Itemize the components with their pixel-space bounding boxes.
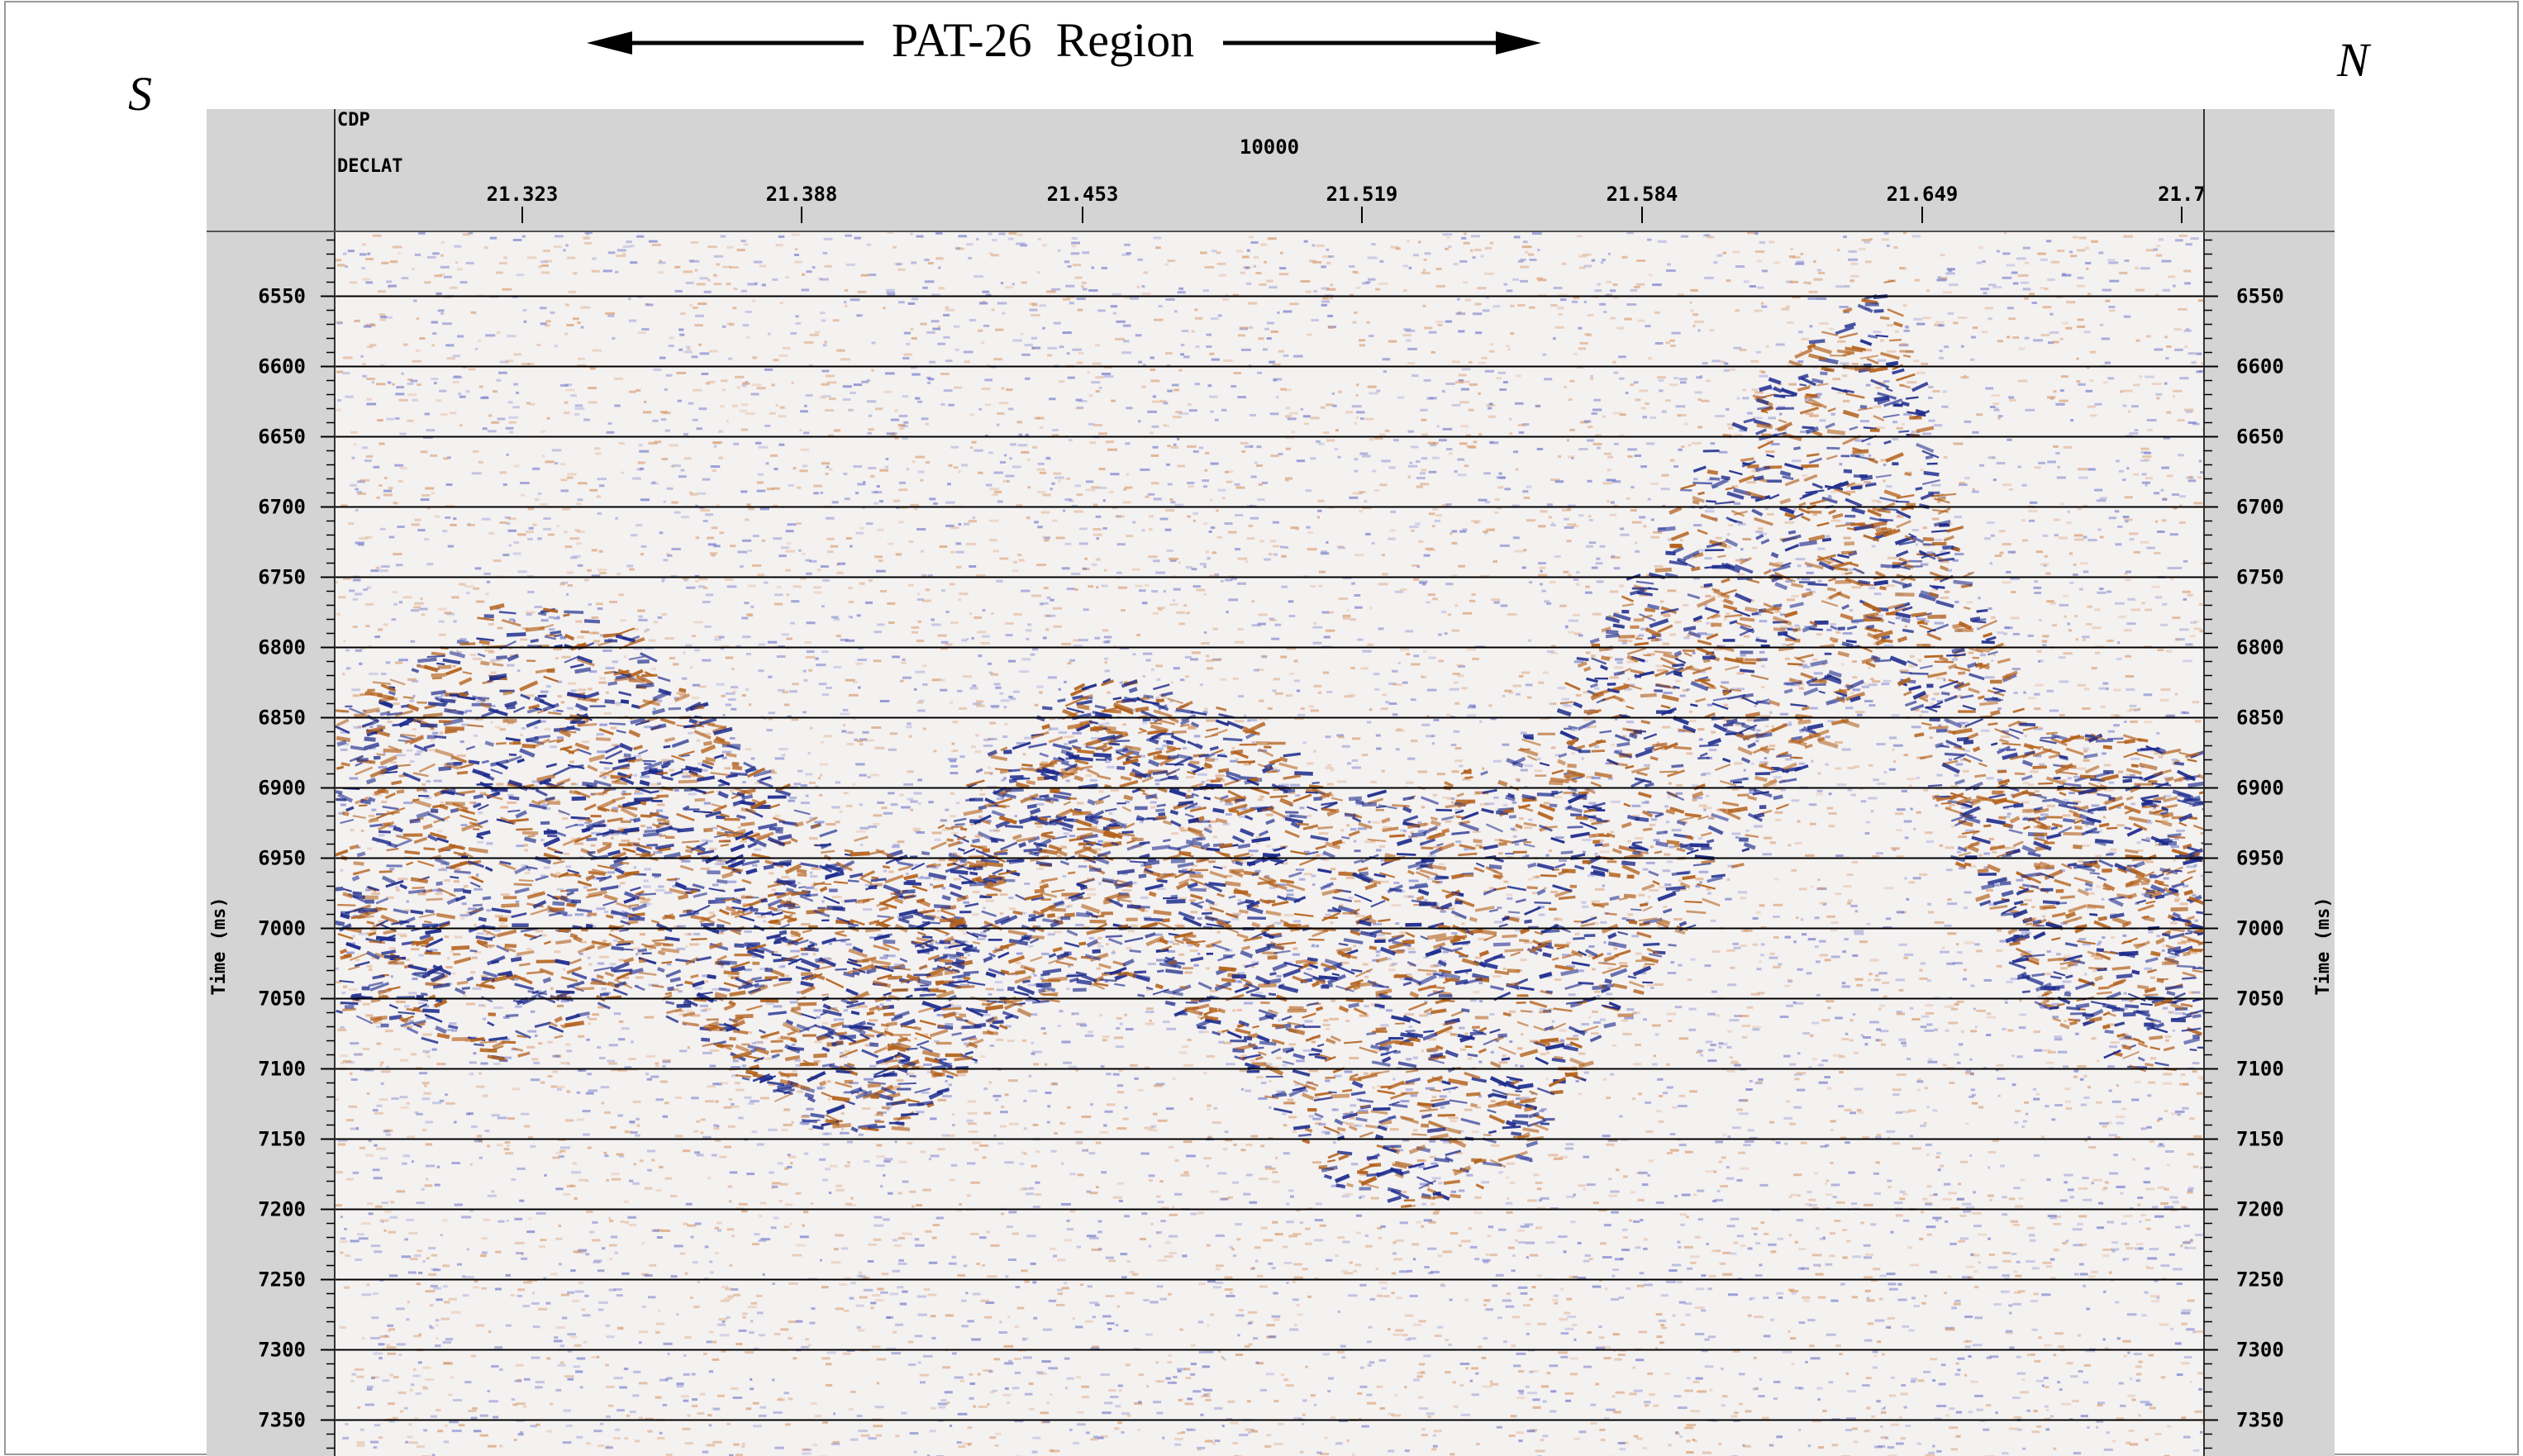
declat-tick-label: 21.453 xyxy=(1047,183,1119,206)
right-tick-label: 7200 xyxy=(2236,1198,2284,1221)
right-tick-label: 6850 xyxy=(2236,707,2284,730)
declat-tick-label: 21.7 xyxy=(2158,183,2206,206)
seismic-background xyxy=(335,231,2204,1456)
cdp-label: CDP xyxy=(337,110,370,131)
left-tick-label: 6900 xyxy=(258,777,306,800)
left-tick-label: 6850 xyxy=(258,707,306,730)
north-label: N xyxy=(2336,33,2372,87)
cdp-value: 10000 xyxy=(1240,136,1299,159)
declat-label: DECLAT xyxy=(337,156,402,177)
right-tick-label: 6950 xyxy=(2236,847,2284,870)
right-tick-label: 6600 xyxy=(2236,355,2284,378)
left-time-axis: 6550 6600 6650 6700 6750 6800 6850 6900 6950 7000… xyxy=(258,239,335,1449)
left-tick-label: 6800 xyxy=(258,636,306,659)
right-time-axis: 6550 6600 6650 6700 6750 6800 6850 6900 6950 7000… xyxy=(2204,239,2284,1449)
region-arrow-right-head xyxy=(1496,31,1541,55)
declat-tick-label: 21.584 xyxy=(1607,183,1678,206)
left-axis-panel xyxy=(207,231,335,1456)
left-tick-label: 7000 xyxy=(258,917,306,940)
left-tick-label: 6700 xyxy=(258,496,306,519)
declat-tick-label: 21.388 xyxy=(766,183,838,206)
left-tick-label: 7300 xyxy=(258,1339,306,1362)
south-label: S xyxy=(128,67,152,121)
right-tick-label: 6800 xyxy=(2236,636,2284,659)
right-tick-label: 6900 xyxy=(2236,777,2284,800)
left-tick-label: 7200 xyxy=(258,1198,306,1221)
declat-tick-label: 21.519 xyxy=(1326,183,1398,206)
left-tick-label: 6750 xyxy=(258,566,306,589)
left-tick-label: 7250 xyxy=(258,1268,306,1292)
right-tick-label: 7050 xyxy=(2236,987,2284,1011)
right-tick-label: 7250 xyxy=(2236,1268,2284,1292)
right-tick-label: 7000 xyxy=(2236,917,2284,940)
seismic-reflection-events xyxy=(335,279,2204,1208)
region-arrow-left-head xyxy=(587,31,632,55)
header-panel-left xyxy=(207,109,335,231)
region-label: PAT-26 Region xyxy=(892,13,1194,67)
declat-tick-label: 21.323 xyxy=(487,183,559,206)
right-tick-label: 7300 xyxy=(2236,1339,2284,1362)
declat-tick-label: 21.649 xyxy=(1887,183,1959,206)
left-tick-label: 7350 xyxy=(258,1409,306,1432)
left-tick-label: 6550 xyxy=(258,285,306,308)
time-lines xyxy=(335,295,2204,1421)
right-tick-label: 6550 xyxy=(2236,285,2284,308)
right-axis-title: Time (ms) xyxy=(2313,897,2334,995)
right-tick-label: 6750 xyxy=(2236,566,2284,589)
right-tick-label: 6700 xyxy=(2236,496,2284,519)
left-axis-title: Time (ms) xyxy=(209,897,230,995)
left-tick-label: 7150 xyxy=(258,1128,306,1151)
right-axis-panel xyxy=(2204,231,2335,1456)
header-panel-right xyxy=(2204,109,2335,231)
left-tick-label: 7100 xyxy=(258,1058,306,1081)
right-tick-label: 7350 xyxy=(2236,1409,2284,1432)
right-tick-label: 7150 xyxy=(2236,1128,2284,1151)
declat-tick-labels: 21.323 21.388 21.453 21.519 21.584 21.649 21.7 xyxy=(487,183,2206,223)
right-tick-label: 7100 xyxy=(2236,1058,2284,1081)
region-arrow: PAT-26 Region xyxy=(587,13,1541,67)
header-panel xyxy=(335,109,2204,231)
left-tick-label: 7050 xyxy=(258,987,306,1011)
left-tick-label: 6950 xyxy=(258,847,306,870)
left-tick-label: 6600 xyxy=(258,355,306,378)
left-tick-label: 6650 xyxy=(258,426,306,449)
right-tick-label: 6650 xyxy=(2236,426,2284,449)
